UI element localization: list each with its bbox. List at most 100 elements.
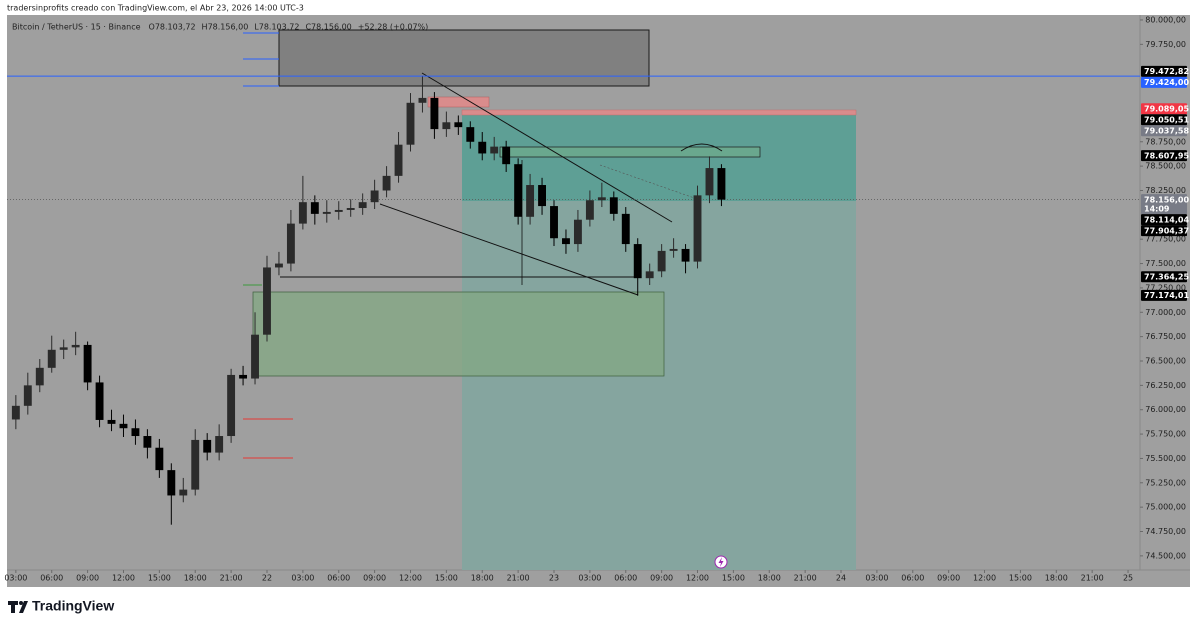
price-tag-label: 79.089,05 (1144, 105, 1189, 114)
price-tag-label: 79.424,00 (1144, 78, 1189, 87)
legend-value: L78.103,72 (254, 23, 299, 32)
price-tag-label: 77.174,01 (1144, 291, 1189, 300)
x-tick-label: 18:00 (758, 574, 781, 583)
x-tick-label: 23 (549, 574, 559, 583)
candle-body (490, 146, 499, 154)
candle-body (370, 190, 379, 203)
candle-body (251, 334, 259, 379)
candle-body (621, 213, 630, 245)
candle-body (23, 385, 32, 406)
x-tick-label: 15:00 (435, 574, 458, 583)
x-tick-label: 21:00 (507, 574, 530, 583)
candle-body (538, 185, 546, 207)
symbol: Bitcoin / TetherUS · 15 · Binance (12, 23, 141, 32)
candle-body (717, 168, 726, 200)
candle-body (358, 202, 367, 209)
candle-body (107, 419, 116, 424)
candle-body (693, 195, 702, 262)
x-tick-label: 06:00 (901, 574, 924, 583)
candle-body (514, 164, 523, 217)
candle-body (573, 219, 582, 245)
x-tick-label: 03:00 (578, 574, 601, 583)
x-tick-label: 09:00 (650, 574, 673, 583)
supply-zone (427, 96, 490, 108)
stop-zone (461, 109, 857, 116)
candle-body (95, 382, 104, 420)
price-tag (1141, 289, 1187, 301)
x-tick-label: 06:00 (40, 574, 63, 583)
x-tick-label: 03:00 (865, 574, 888, 583)
candle-body (418, 97, 427, 103)
legend-value: +52,28 (+0,07%) (358, 23, 429, 32)
x-tick-label: 12:00 (399, 574, 422, 583)
candle-body (526, 185, 535, 217)
candle-body (59, 347, 68, 350)
candle-body (239, 374, 248, 379)
candle-body (609, 197, 618, 214)
candle-body (83, 344, 92, 383)
candle-body (585, 200, 594, 220)
brand-logo (8, 601, 28, 613)
candle-body (179, 489, 188, 496)
x-tick-label: 24 (836, 574, 846, 583)
projection-line (599, 164, 701, 201)
price-tag (1141, 214, 1187, 226)
price-tag (1141, 225, 1187, 237)
x-tick-label: 09:00 (363, 574, 386, 583)
x-tick-label: 18:00 (1045, 574, 1068, 583)
candle-body (167, 470, 176, 496)
candle-body (131, 428, 140, 437)
x-tick-label: 03:00 (4, 574, 27, 583)
price-tag (1141, 114, 1187, 126)
price-tag-label: 79.472,82 (1144, 67, 1189, 76)
x-tick-label: 12:00 (686, 574, 709, 583)
x-tick-label: 21:00 (220, 574, 243, 583)
candle-body (645, 271, 654, 279)
candle-body (430, 97, 439, 130)
y-tick-label: 78.750,00 (1145, 137, 1186, 146)
legend-value: C78.156,00 (305, 23, 351, 32)
y-tick-label: 76.500,00 (1145, 356, 1186, 365)
price-tag-label: 79.037,58 (1144, 127, 1189, 136)
price-tag (1141, 194, 1187, 215)
brand-name: TradingView (32, 598, 114, 614)
x-tick-label: 09:00 (76, 574, 99, 583)
x-tick-label: 03:00 (291, 574, 314, 583)
candle-body (143, 436, 152, 448)
x-tick-label: 12:00 (112, 574, 135, 583)
symbol-legend: Bitcoin / TetherUS · 15 · Binance O78.10… (12, 23, 428, 32)
x-tick-label: 18:00 (184, 574, 207, 583)
wedge-lower (379, 203, 639, 296)
x-tick-label: 06:00 (327, 574, 350, 583)
price-tag (1141, 271, 1187, 283)
y-tick-label: 77.000,00 (1145, 308, 1186, 317)
candle-body (322, 211, 331, 214)
candle-body (681, 248, 690, 262)
price-tag (1141, 103, 1187, 115)
legend-value: O78.103,72 (149, 23, 196, 32)
x-tick-label: 18:00 (471, 574, 494, 583)
y-tick-label: 76.000,00 (1145, 405, 1186, 414)
x-tick-label: 21:00 (1081, 574, 1104, 583)
price-tag-label: 78.607,95 (1144, 151, 1189, 160)
candle-body (550, 206, 558, 239)
y-tick-label: 75.500,00 (1145, 454, 1186, 463)
x-tick-label: 15:00 (1009, 574, 1032, 583)
candle-body (382, 175, 391, 191)
brand-logo-dot (19, 601, 23, 605)
range-box (278, 29, 650, 87)
candle-body (119, 423, 128, 429)
price-tag-label: 78.156,00 (1144, 195, 1189, 204)
candle-body (669, 248, 678, 251)
price-tag-label: 79.050,51 (1144, 116, 1189, 125)
x-tick-label: 06:00 (614, 574, 637, 583)
arc (680, 143, 723, 152)
y-tick-label: 78.250,00 (1145, 186, 1186, 195)
candle-body (263, 267, 271, 335)
price-tag (1141, 65, 1187, 77)
candle-body (11, 405, 20, 420)
y-tick-label: 77.750,00 (1145, 235, 1186, 244)
candle-body (203, 439, 212, 453)
candle-body (191, 439, 200, 490)
